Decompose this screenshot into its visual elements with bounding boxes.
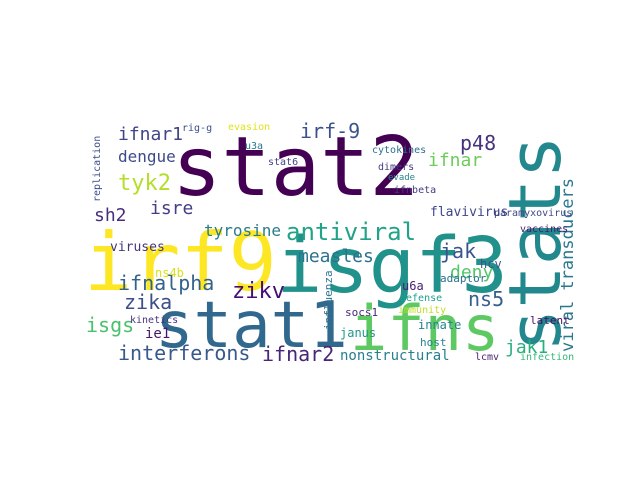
word: viruses — [110, 240, 165, 255]
word: ie1 — [145, 326, 170, 342]
word: adaptor — [440, 272, 487, 285]
word: ifnar1 — [118, 124, 183, 145]
word: stat1 — [155, 289, 348, 363]
word: ifnar2 — [262, 342, 334, 366]
word: u3a — [245, 141, 263, 152]
word: isre — [150, 198, 193, 219]
word: nonstructural — [340, 348, 450, 364]
word: antiviral — [286, 218, 416, 246]
word: isgf3 — [276, 222, 508, 311]
word: defense — [400, 293, 442, 304]
word: zikv — [232, 279, 285, 304]
word: paramyxovirus — [494, 208, 572, 219]
word: jak1 — [505, 337, 548, 358]
word: stat2 — [172, 120, 419, 215]
word: replication — [92, 136, 103, 202]
word: jak — [440, 239, 476, 263]
word: rig-g — [182, 123, 212, 134]
word: tyk2 — [118, 171, 171, 196]
word: ifnar — [428, 150, 482, 171]
word: flavivirus — [430, 205, 508, 220]
word: dimers — [378, 162, 414, 173]
word: isgs — [86, 313, 134, 337]
word: sh2 — [94, 205, 127, 226]
word: interferons — [118, 341, 250, 365]
word: innate — [418, 318, 461, 332]
word: ns4b — [155, 266, 184, 280]
word: ifns — [350, 292, 499, 365]
word: socs1 — [345, 306, 378, 319]
word: hcv — [480, 257, 502, 271]
word: zika — [124, 290, 172, 314]
word: latent — [530, 314, 570, 327]
word: lcmv — [475, 352, 499, 363]
word: infection — [520, 352, 574, 363]
word: influenza — [322, 270, 335, 330]
word: stats — [493, 135, 577, 352]
word: irf-9 — [300, 119, 360, 143]
word: ns5 — [468, 287, 504, 311]
word: measles — [298, 246, 374, 267]
word: deny — [450, 262, 494, 283]
word: ifnbeta — [394, 185, 436, 196]
word: janus — [340, 326, 376, 340]
word: dengue — [118, 147, 176, 166]
word: tyrosine — [204, 221, 281, 240]
word: p48 — [460, 131, 496, 155]
word: host — [420, 336, 447, 349]
word: kinetics — [130, 315, 178, 326]
word: cytokines — [372, 145, 426, 156]
word: viral transducers — [558, 178, 578, 352]
word: vaccines — [520, 224, 568, 235]
word: u6a — [402, 279, 424, 293]
word: evade — [388, 173, 415, 183]
word: irf9 — [84, 216, 277, 309]
word: ifnalpha — [118, 271, 214, 295]
word: immunity — [398, 305, 446, 316]
word: evasion — [228, 122, 270, 133]
word: stat6 — [268, 157, 298, 168]
